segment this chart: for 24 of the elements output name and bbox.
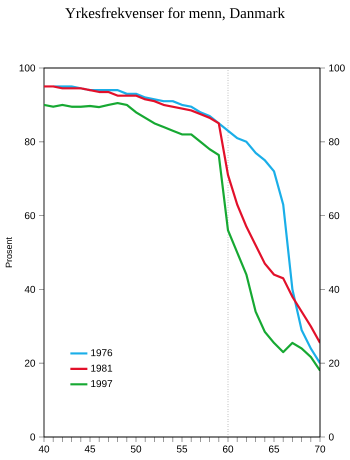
legend-label: 1997: [91, 380, 112, 388]
y2-tick-label: 100: [329, 64, 345, 72]
legend-label: 1981: [91, 364, 112, 372]
x-tick-label: 50: [130, 446, 142, 453]
y2-tick-label: 40: [328, 286, 340, 293]
y-tick-label: 60: [24, 212, 36, 220]
y-axis-title: Prosent: [6, 237, 12, 268]
x-tick-label: 70: [314, 446, 326, 453]
x-tick-label: 45: [84, 446, 96, 452]
y2-tick-label: 20: [329, 360, 340, 367]
x-tick-label: 40: [38, 446, 50, 453]
y2-tick-label: 0: [328, 433, 334, 441]
y2-tick-label: 60: [329, 212, 340, 220]
y2-tick-label: 80: [328, 138, 340, 146]
y-tick-label: 0: [30, 433, 36, 441]
x-tick-label: 60: [222, 446, 234, 453]
legend-label: 1976: [91, 349, 112, 356]
x-tick-label: 65: [268, 446, 280, 453]
y-tick-label: 40: [24, 286, 36, 293]
y-tick-label: 100: [20, 64, 36, 72]
x-tick-label: 55: [176, 446, 188, 452]
y-tick-label: 20: [24, 360, 36, 367]
y-tick-label: 80: [24, 138, 36, 146]
chart-title: Yrkesfrekvenser for menn, Danmark: [65, 8, 285, 20]
